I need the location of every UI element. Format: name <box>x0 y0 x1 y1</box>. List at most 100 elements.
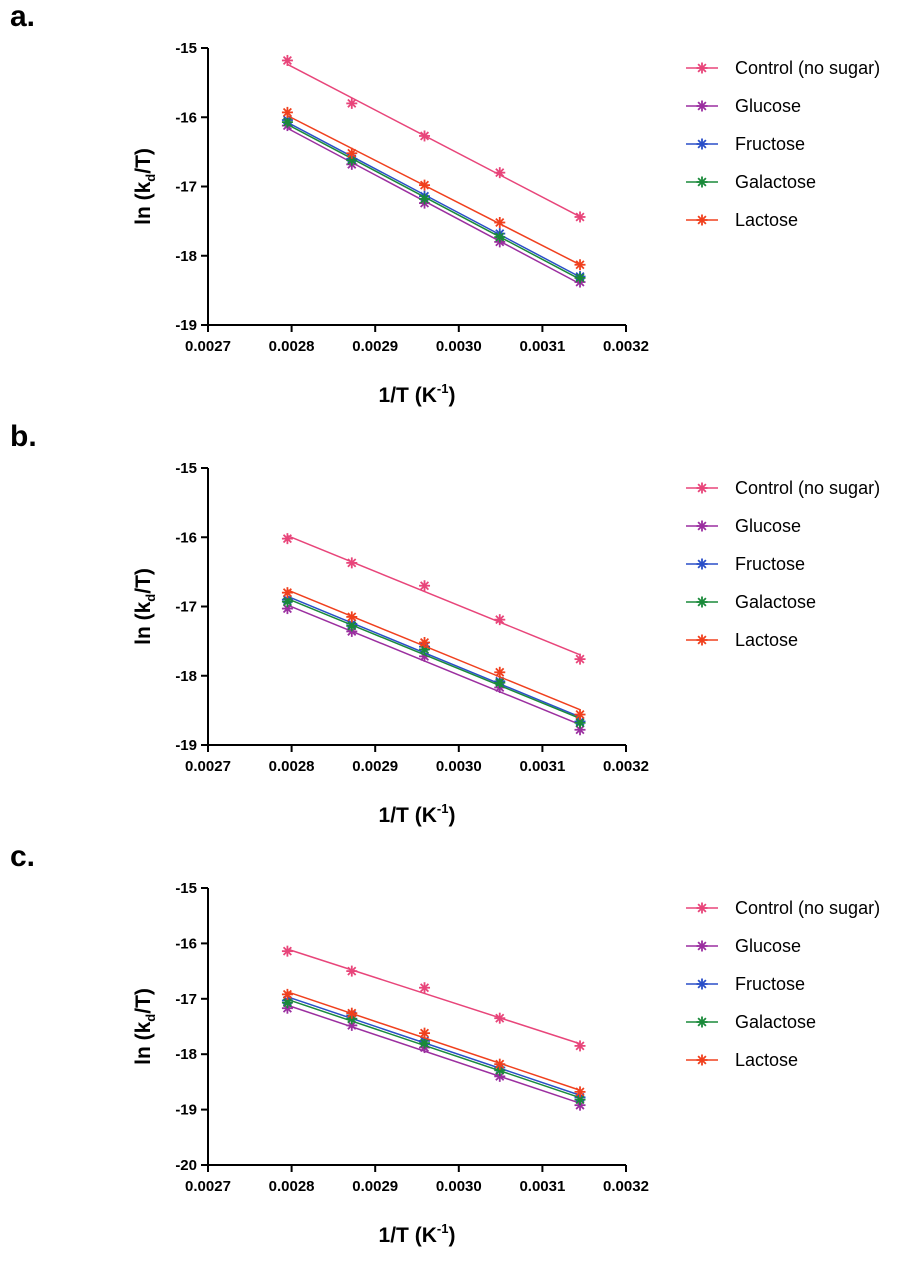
data-point <box>281 587 293 599</box>
chart-svg: -20 -19 -18 -17 -16 -15 0.0027 0.0028 0.0029 0.00… <box>132 880 880 1247</box>
legend-marker <box>696 100 708 112</box>
data-point <box>419 1037 431 1049</box>
legend-label: Glucose <box>735 936 801 956</box>
data-point <box>574 709 586 721</box>
data-point <box>281 533 293 545</box>
series-fit-line <box>287 595 581 718</box>
data-point <box>281 116 293 128</box>
legend-label: Lactose <box>735 630 798 650</box>
data-point <box>281 106 293 118</box>
y-tick-label: -18 <box>175 248 197 265</box>
legend-marker <box>696 940 708 952</box>
data-point <box>419 580 431 592</box>
data-point <box>346 154 358 166</box>
x-tick-label: 0.0028 <box>269 758 315 775</box>
legend-marker <box>696 978 708 990</box>
data-point <box>281 945 293 957</box>
series-fit-line <box>287 1004 581 1104</box>
y-axis-title: ln (kd/T) <box>132 148 158 225</box>
legend-marker <box>696 138 708 150</box>
data-point <box>574 272 586 284</box>
x-tick-label: 0.0029 <box>352 758 398 775</box>
legend-marker <box>696 62 708 74</box>
x-axis-title: 1/T (K-1) <box>379 801 456 827</box>
series-fit-line <box>287 63 581 218</box>
series-fit-line <box>287 121 581 278</box>
legend-label: Fructose <box>735 134 805 154</box>
series-fit-line <box>287 589 581 711</box>
data-point <box>346 611 358 623</box>
series-fit-line <box>287 991 581 1091</box>
data-point <box>574 724 586 736</box>
data-point <box>346 965 358 977</box>
data-point <box>574 211 586 223</box>
x-tick-label: 0.0030 <box>436 1178 482 1195</box>
legend-label: Galactose <box>735 592 816 612</box>
chart-panel-a: a. -19 -18 -17 -16 -15 0.0027 0.0028 0.0029 0.00… <box>0 0 919 410</box>
panel-label: a. <box>10 0 36 33</box>
series-fit-line <box>287 123 581 280</box>
y-tick-label: -19 <box>175 317 197 334</box>
legend-marker <box>696 214 708 226</box>
legend-marker <box>696 482 708 494</box>
x-tick-label: 0.0032 <box>603 338 649 355</box>
y-tick-label: -18 <box>175 1046 197 1063</box>
series-fit-line <box>287 996 581 1096</box>
data-point <box>494 231 506 243</box>
x-tick-label: 0.0031 <box>519 338 565 355</box>
y-axis-title: ln (kd/T) <box>132 988 158 1065</box>
data-point <box>419 1027 431 1039</box>
x-tick-label: 0.0027 <box>185 1178 231 1195</box>
chart-svg: -19 -18 -17 -16 -15 0.0027 0.0028 0.0029 0.0030 0… <box>132 40 880 407</box>
x-axis-title: 1/T (K-1) <box>379 1221 456 1247</box>
data-point <box>574 653 586 665</box>
y-tick-label: -16 <box>175 109 197 126</box>
x-tick-label: 0.0030 <box>436 758 482 775</box>
y-tick-label: -16 <box>175 935 197 952</box>
legend-marker <box>696 902 708 914</box>
x-tick-label: 0.0029 <box>352 338 398 355</box>
y-tick-label: -19 <box>175 1102 197 1119</box>
y-tick-label: -15 <box>175 40 197 57</box>
series-fit-line <box>287 114 581 266</box>
legend-marker <box>696 596 708 608</box>
series-fit-line <box>287 534 581 656</box>
data-point <box>494 666 506 678</box>
data-point <box>419 982 431 994</box>
legend-marker <box>696 1016 708 1028</box>
x-tick-label: 0.0028 <box>269 338 315 355</box>
y-axis-title: ln (kd/T) <box>132 568 158 645</box>
x-tick-label: 0.0031 <box>519 1178 565 1195</box>
y-tick-label: -17 <box>175 179 197 196</box>
data-point <box>281 988 293 1000</box>
x-tick-label: 0.0032 <box>603 1178 649 1195</box>
data-point <box>419 179 431 191</box>
data-point <box>494 614 506 626</box>
y-tick-label: -16 <box>175 529 197 546</box>
x-tick-label: 0.0029 <box>352 1178 398 1195</box>
x-tick-label: 0.0027 <box>185 758 231 775</box>
data-point <box>574 259 586 271</box>
legend-label: Control (no sugar) <box>735 58 880 78</box>
x-axis-title: 1/T (K-1) <box>379 381 456 407</box>
y-tick-label: -20 <box>175 1157 197 1174</box>
data-point <box>346 557 358 569</box>
legend-marker <box>696 520 708 532</box>
legend-marker <box>696 1054 708 1066</box>
chart-panel-b: b. -19 -18 -17 -16 -15 0.0027 0.0028 0.0029 0.00… <box>0 420 919 830</box>
chart-panel-c: c. -20 -19 -18 -17 -16 -15 0.0027 0.0028 0.0029 0… <box>0 840 919 1250</box>
y-tick-label: -15 <box>175 880 197 897</box>
x-tick-label: 0.0027 <box>185 338 231 355</box>
x-tick-label: 0.0030 <box>436 338 482 355</box>
data-point <box>419 130 431 142</box>
data-point <box>494 1058 506 1070</box>
legend-label: Fructose <box>735 974 805 994</box>
legend-label: Galactose <box>735 172 816 192</box>
legend-label: Glucose <box>735 516 801 536</box>
legend-marker <box>696 634 708 646</box>
legend-label: Glucose <box>735 96 801 116</box>
chart-svg: -19 -18 -17 -16 -15 0.0027 0.0028 0.0029 0.0030 0… <box>132 460 880 827</box>
legend-marker <box>696 558 708 570</box>
data-point <box>494 217 506 229</box>
legend-marker <box>696 176 708 188</box>
